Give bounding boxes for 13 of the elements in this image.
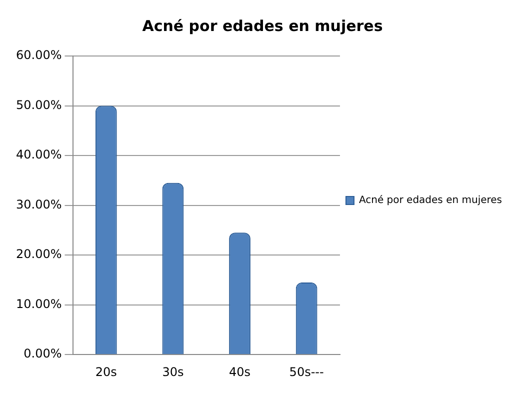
y-tick-label: 60.00%	[16, 48, 62, 62]
x-tick-label: 20s	[95, 364, 117, 379]
chart-title: Acné por edades en mujeres	[142, 16, 383, 35]
legend-label: Acné por edades en mujeres	[358, 195, 502, 206]
y-tick-label: 50.00%	[16, 98, 62, 112]
y-tick-label: 30.00%	[16, 197, 62, 212]
x-tick-label: 40s	[228, 364, 251, 379]
y-tick-label: 0.00%	[24, 346, 62, 361]
y-tick-label: 20.00%	[16, 247, 62, 262]
y-tick-label: 40.00%	[16, 148, 62, 162]
x-tick-label: 30s	[162, 364, 184, 379]
y-tick-label: 10.00%	[16, 296, 62, 311]
x-tick-label: 50s---	[289, 364, 324, 379]
